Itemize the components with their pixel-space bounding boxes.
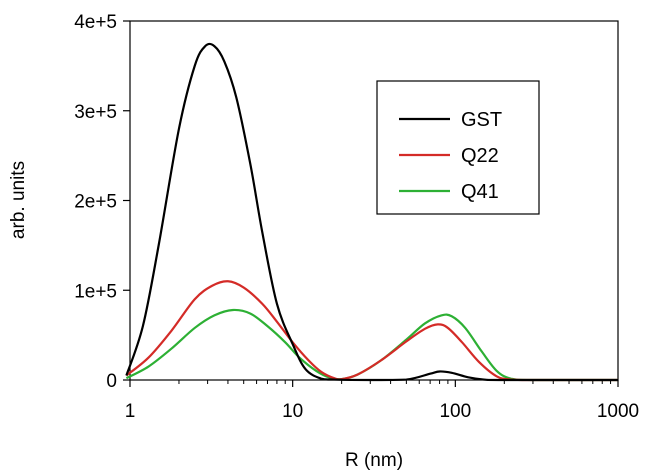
x-axis-label: R (nm) <box>345 450 403 471</box>
x-tick-label: 1 <box>125 401 136 422</box>
series-layer <box>126 44 618 380</box>
series-line-gst <box>126 44 618 380</box>
x-tick-label: 10 <box>282 401 303 422</box>
legend-box <box>377 81 539 214</box>
y-tick-label: 1e+5 <box>74 281 117 302</box>
legend-label-gst: GST <box>461 109 502 131</box>
y-tick-label: 4e+5 <box>74 12 117 33</box>
series-line-q41 <box>126 310 618 380</box>
x-tick-label: 1000 <box>597 401 639 422</box>
y-tick-label: 3e+5 <box>74 102 117 123</box>
y-tick-label: 0 <box>106 371 117 392</box>
plot-frame <box>130 21 618 380</box>
ticks-layer: 1 10 100 1000 0 1e+5 2e+5 3e+5 4e+5 <box>74 12 639 422</box>
y-axis-label: arb. units <box>8 161 29 239</box>
x-tick-label: 100 <box>439 401 471 422</box>
legend: GST Q22 Q41 <box>377 81 539 214</box>
y-tick-label: 2e+5 <box>74 192 117 213</box>
legend-label-q22: Q22 <box>461 145 499 167</box>
series-line-q22 <box>126 281 618 380</box>
legend-label-q41: Q41 <box>461 181 499 203</box>
